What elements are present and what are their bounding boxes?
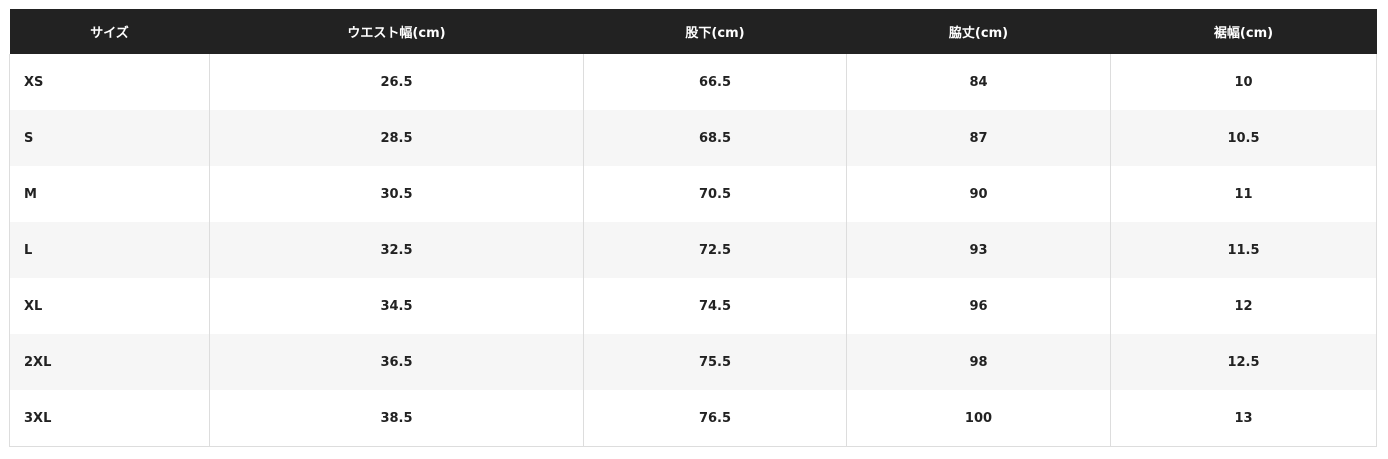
size-cell: S [9,110,210,166]
value-cell: 84 [846,54,1111,110]
header-cell: ウエスト幅(cm) [209,9,584,54]
value-cell: 38.5 [209,390,584,447]
value-cell: 11 [1110,166,1377,222]
value-cell: 36.5 [209,334,584,390]
size-cell: XS [9,54,210,110]
header-cell: 裾幅(cm) [1110,9,1377,54]
value-cell: 12 [1110,278,1377,334]
value-cell: 26.5 [209,54,584,110]
value-cell: 10 [1110,54,1377,110]
value-cell: 98 [846,334,1111,390]
value-cell: 11.5 [1110,222,1377,278]
value-cell: 100 [846,390,1111,447]
value-cell: 93 [846,222,1111,278]
value-cell: 28.5 [209,110,584,166]
size-cell: M [9,166,210,222]
value-cell: 75.5 [583,334,847,390]
table-row: 2XL 36.5 75.5 98 12.5 [9,334,1377,390]
value-cell: 96 [846,278,1111,334]
value-cell: 70.5 [583,166,847,222]
value-cell: 30.5 [209,166,584,222]
value-cell: 68.5 [583,110,847,166]
header-cell: 股下(cm) [583,9,847,54]
table-row: L 32.5 72.5 93 11.5 [9,222,1377,278]
value-cell: 87 [846,110,1111,166]
table-row: M 30.5 70.5 90 11 [9,166,1377,222]
table-body: XS 26.5 66.5 84 10 S 28.5 68.5 87 10.5 M 30.5 70.5 90… [9,54,1377,447]
size-table: サイズ ウエスト幅(cm) 股下(cm) 脇丈(cm) 裾幅(cm) XS 26.5 66.… [9,9,1377,447]
value-cell: 34.5 [209,278,584,334]
value-cell: 13 [1110,390,1377,447]
value-cell: 90 [846,166,1111,222]
value-cell: 74.5 [583,278,847,334]
size-cell: 3XL [9,390,210,447]
value-cell: 32.5 [209,222,584,278]
size-cell: 2XL [9,334,210,390]
value-cell: 66.5 [583,54,847,110]
table-row: XS 26.5 66.5 84 10 [9,54,1377,110]
size-cell: L [9,222,210,278]
table-row: S 28.5 68.5 87 10.5 [9,110,1377,166]
table-row: 3XL 38.5 76.5 100 13 [9,390,1377,447]
value-cell: 12.5 [1110,334,1377,390]
header-row: サイズ ウエスト幅(cm) 股下(cm) 脇丈(cm) 裾幅(cm) [9,9,1377,54]
value-cell: 76.5 [583,390,847,447]
header-cell: 脇丈(cm) [846,9,1111,54]
header-cell: サイズ [9,9,210,54]
table-row: XL 34.5 74.5 96 12 [9,278,1377,334]
value-cell: 72.5 [583,222,847,278]
value-cell: 10.5 [1110,110,1377,166]
size-table-container: サイズ ウエスト幅(cm) 股下(cm) 脇丈(cm) 裾幅(cm) XS 26.5 66.… [9,9,1377,447]
size-cell: XL [9,278,210,334]
table-header: サイズ ウエスト幅(cm) 股下(cm) 脇丈(cm) 裾幅(cm) [9,9,1377,54]
